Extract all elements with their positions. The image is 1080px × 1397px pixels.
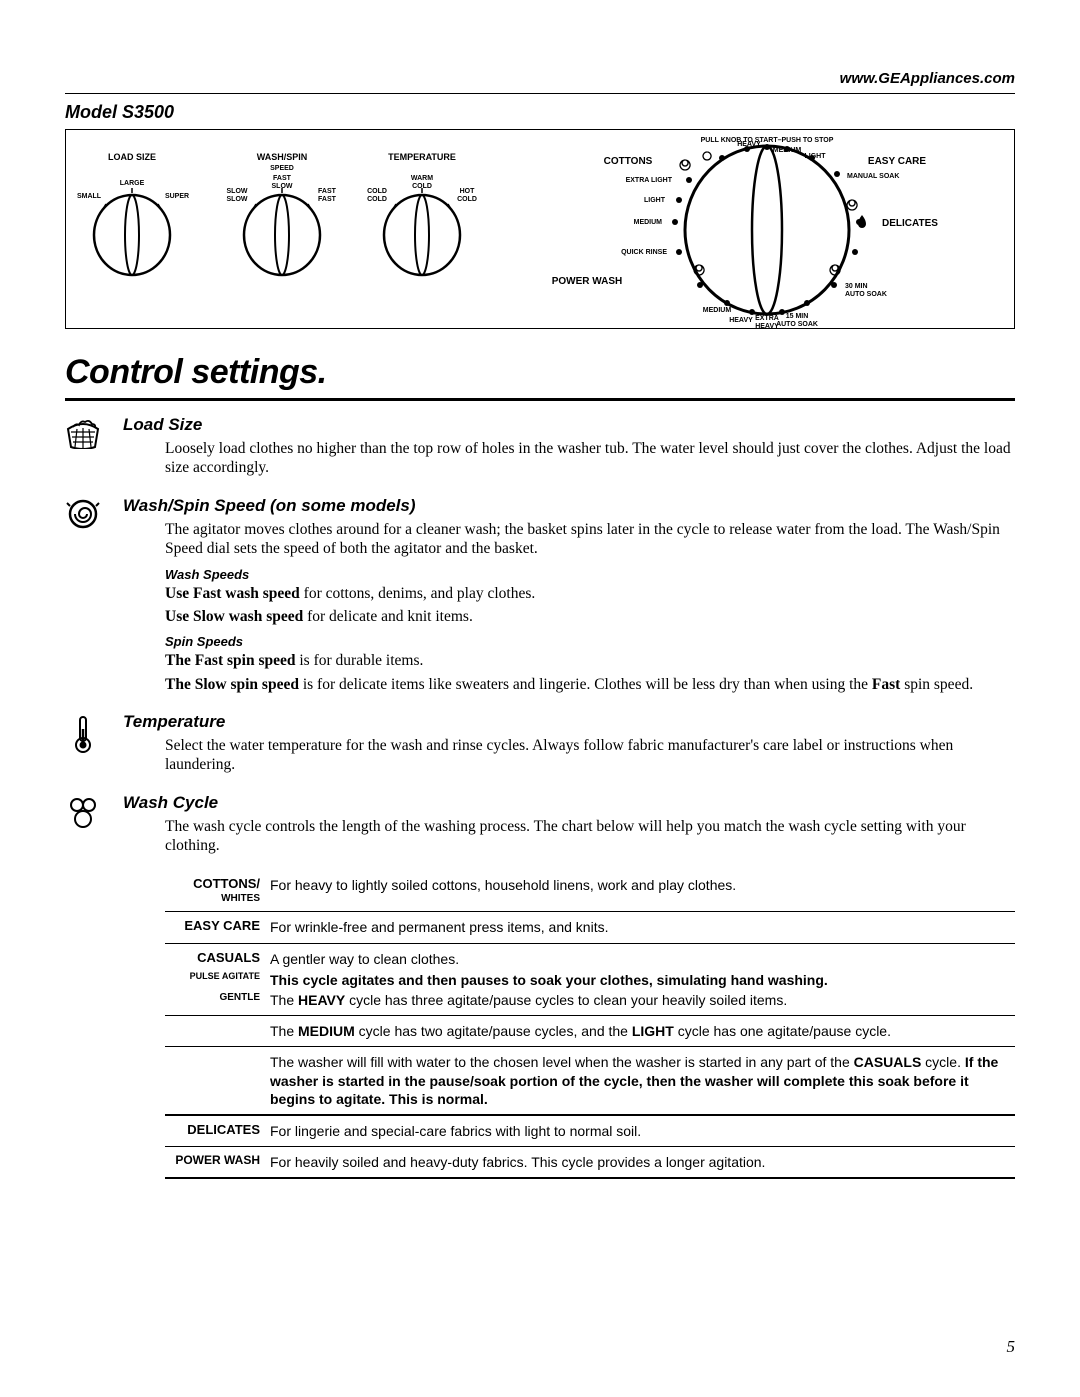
svg-text:TEMPERATURE: TEMPERATURE bbox=[388, 152, 456, 162]
thermometer-icon bbox=[71, 714, 95, 754]
svg-text:EXTRA LIGHT: EXTRA LIGHT bbox=[626, 177, 673, 184]
svg-text:15 MIN: 15 MIN bbox=[786, 313, 809, 320]
svg-text:QUICK RINSE: QUICK RINSE bbox=[621, 249, 667, 256]
load-size-text: Loosely load clothes no higher than the … bbox=[165, 439, 1015, 478]
svg-text:SMALL: SMALL bbox=[77, 193, 102, 200]
svg-text:COLD: COLD bbox=[457, 196, 477, 203]
table-row-sub: The washer will fill with water to the c… bbox=[165, 1047, 1015, 1116]
header-url: www.GEAppliances.com bbox=[65, 70, 1015, 87]
top-rule bbox=[65, 93, 1015, 94]
table-row-sub: The MEDIUM cycle has two agitate/pause c… bbox=[165, 1016, 1015, 1047]
svg-text:MEDIUM: MEDIUM bbox=[703, 307, 732, 314]
wash-cycle-title: Wash Cycle bbox=[123, 793, 1015, 813]
model-label: Model S3500 bbox=[65, 102, 1015, 123]
svg-text:FAST: FAST bbox=[318, 188, 337, 195]
svg-text:HEAVY: HEAVY bbox=[729, 317, 753, 324]
svg-text:SLOW: SLOW bbox=[227, 196, 248, 203]
spin-speeds-line1: The Fast spin speed is for durable items… bbox=[165, 651, 1015, 670]
wash-cycle-text: The wash cycle controls the length of th… bbox=[165, 817, 1015, 856]
spin-speeds-subtitle: Spin Speeds bbox=[165, 634, 1015, 649]
page-number: 5 bbox=[1007, 1337, 1016, 1357]
dial-cycle: PULL KNOB TO START–PUSH TO STOP COTTONS … bbox=[552, 137, 939, 328]
table-row: COTTONS/WHITES For heavy to lightly soil… bbox=[165, 870, 1015, 913]
basket-icon bbox=[65, 417, 101, 449]
table-row: EASY CARE For wrinkle-free and permanent… bbox=[165, 912, 1015, 943]
svg-text:AUTO SOAK: AUTO SOAK bbox=[845, 291, 887, 298]
svg-text:COLD: COLD bbox=[367, 196, 387, 203]
svg-text:PULL KNOB TO START–PUSH TO STO: PULL KNOB TO START–PUSH TO STOP bbox=[701, 137, 834, 144]
wash-speeds-subtitle: Wash Speeds bbox=[165, 567, 1015, 582]
svg-text:WARM: WARM bbox=[411, 175, 433, 182]
temperature-text: Select the water temperature for the was… bbox=[165, 736, 1015, 775]
title-rule bbox=[65, 398, 1015, 401]
svg-text:SLOW: SLOW bbox=[227, 188, 248, 195]
load-size-title: Load Size bbox=[123, 415, 1015, 435]
svg-text:LIGHT: LIGHT bbox=[805, 153, 827, 160]
temperature-title: Temperature bbox=[123, 712, 1015, 732]
svg-text:MEDIUM: MEDIUM bbox=[634, 219, 663, 226]
svg-text:LARGE: LARGE bbox=[120, 180, 145, 187]
svg-text:SPEED: SPEED bbox=[270, 165, 294, 172]
table-row: CASUALS A gentler way to clean clothes. bbox=[165, 944, 1015, 970]
wash-spin-title: Wash/Spin Speed (on some models) bbox=[123, 496, 1015, 516]
svg-text:COLD: COLD bbox=[367, 188, 387, 195]
cycle-table: COTTONS/WHITES For heavy to lightly soil… bbox=[165, 870, 1015, 1180]
svg-text:LIGHT: LIGHT bbox=[644, 197, 666, 204]
svg-text:SUPER: SUPER bbox=[165, 193, 189, 200]
table-row-sub: GENTLE The HEAVY cycle has three agitate… bbox=[165, 990, 1015, 1016]
svg-text:COTTONS: COTTONS bbox=[604, 156, 653, 167]
section-wash-cycle: Wash Cycle The wash cycle controls the l… bbox=[65, 793, 1015, 860]
table-row: POWER WASH For heavily soiled and heavy-… bbox=[165, 1147, 1015, 1179]
svg-text:LOAD SIZE: LOAD SIZE bbox=[108, 152, 156, 162]
svg-text:EASY CARE: EASY CARE bbox=[868, 156, 926, 167]
wash-speeds-line2: Use Slow wash speed for delicate and kni… bbox=[165, 607, 1015, 626]
wash-speeds-line1: Use Fast wash speed for cottons, denims,… bbox=[165, 584, 1015, 603]
svg-text:HEAVY: HEAVY bbox=[737, 141, 761, 148]
svg-text:AUTO SOAK: AUTO SOAK bbox=[776, 321, 818, 328]
bubbles-icon bbox=[65, 795, 101, 831]
svg-text:POWER WASH: POWER WASH bbox=[552, 276, 623, 287]
section-load-size: Load Size Loosely load clothes no higher… bbox=[65, 415, 1015, 482]
dial-load-size: LOAD SIZE SMALL LARGE SUPER bbox=[77, 152, 189, 275]
main-title: Control settings. bbox=[65, 353, 1015, 392]
svg-text:WASH/SPIN: WASH/SPIN bbox=[257, 152, 308, 162]
svg-text:FAST: FAST bbox=[318, 196, 337, 203]
dial-wash-spin: WASH/SPIN SPEED SLOWSLOW FASTSLOW FASTFA… bbox=[227, 152, 337, 275]
dial-temperature: TEMPERATURE COLDCOLD WARMCOLD HOTCOLD bbox=[367, 152, 477, 275]
svg-text:DELICATES: DELICATES bbox=[882, 218, 938, 229]
svg-text:MEDIUM: MEDIUM bbox=[773, 147, 802, 154]
spin-speeds-line2: The Slow spin speed is for delicate item… bbox=[165, 675, 1015, 694]
spiral-icon bbox=[65, 498, 101, 530]
wash-spin-text: The agitator moves clothes around for a … bbox=[165, 520, 1015, 559]
table-row: DELICATES For lingerie and special-care … bbox=[165, 1116, 1015, 1147]
table-row-sub: PULSE AGITATE This cycle agitates and th… bbox=[165, 970, 1015, 990]
svg-text:MANUAL SOAK: MANUAL SOAK bbox=[847, 173, 899, 180]
svg-text:FAST: FAST bbox=[273, 175, 292, 182]
svg-text:HOT: HOT bbox=[460, 188, 476, 195]
section-wash-spin: Wash/Spin Speed (on some models) The agi… bbox=[65, 496, 1015, 698]
control-panel-diagram: LOAD SIZE SMALL LARGE SUPER WASH/SPIN SP… bbox=[65, 129, 1015, 329]
section-temperature: Temperature Select the water temperature… bbox=[65, 712, 1015, 779]
svg-text:30 MIN: 30 MIN bbox=[845, 283, 868, 290]
